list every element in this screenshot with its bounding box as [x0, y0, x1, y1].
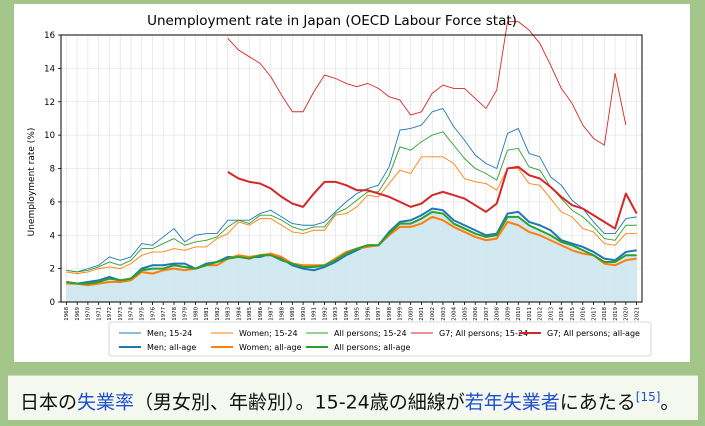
caption-text-4: 。 — [660, 391, 680, 414]
x-tick-label: 2006 — [473, 306, 479, 320]
y-tick-label: 2 — [50, 265, 55, 275]
series-line — [66, 207, 637, 285]
x-tick-label: 1976 — [150, 306, 156, 320]
x-tick-label: 2015 — [570, 307, 576, 321]
legend-label: Women; 15-24 — [239, 329, 298, 338]
x-tick-label: 1991 — [312, 307, 318, 321]
x-tick-label: 1988 — [279, 306, 285, 320]
x-tick-label: 1978 — [172, 306, 178, 320]
y-tick-label: 4 — [50, 231, 55, 241]
legend-box — [108, 321, 652, 357]
series-line — [66, 210, 637, 285]
unemployment-rate-link[interactable]: 失業率 — [77, 391, 135, 414]
x-tick-label: 2014 — [559, 306, 565, 320]
x-tick-label: 2002 — [430, 307, 436, 321]
x-tick-label: 2007 — [484, 307, 490, 321]
series-line — [227, 21, 627, 146]
x-tick-label: 2004 — [452, 306, 458, 320]
legend: Men; 15-24 Women; 15-24 All persons; 15-24… — [108, 321, 652, 357]
x-tick-label: 1990 — [301, 306, 307, 320]
x-tick-label: 1971 — [96, 307, 102, 321]
x-tick-label: 1997 — [376, 307, 382, 321]
x-tick-label: 2019 — [613, 306, 619, 320]
y-axis-label: Unemployment rate (%) — [27, 128, 37, 237]
x-tick-label: 1977 — [161, 307, 167, 321]
caption-text-1: 日本の — [20, 391, 78, 414]
x-tick-label: 1998 — [387, 306, 393, 320]
x-tick-label: 2005 — [462, 307, 468, 321]
legend-label: All persons; 15-24 — [334, 329, 407, 338]
y-tick-label: 0 — [50, 298, 55, 308]
x-tick-label: 2008 — [495, 306, 501, 320]
x-tick-label: 1968 — [64, 306, 70, 320]
x-tick-label: 2009 — [505, 306, 511, 320]
caption-text-2: （男女別、年齢別）。15-24歳の細線が — [134, 391, 465, 414]
x-tick-label: 1983 — [226, 307, 232, 321]
x-tick-label: 1969 — [75, 306, 81, 320]
area-fill — [66, 211, 637, 302]
x-tick-label: 1979 — [183, 306, 189, 320]
x-tick-label: 1999 — [398, 306, 404, 320]
x-tick-label: 1972 — [107, 307, 113, 321]
x-tick-label: 1987 — [269, 307, 275, 321]
x-tick-label: 1982 — [215, 307, 221, 321]
x-tick-label: 1980 — [193, 306, 199, 320]
x-tick-label: 2017 — [591, 307, 597, 321]
x-tick-label: 2001 — [419, 307, 425, 321]
x-tick-label: 1981 — [204, 307, 210, 321]
x-tick-label: 1995 — [355, 307, 361, 321]
series-lines — [66, 21, 638, 287]
series-line — [66, 131, 637, 273]
x-tick-label: 1989 — [290, 306, 296, 320]
x-tick-label: 1975 — [139, 307, 145, 321]
y-tick-label: 10 — [44, 131, 55, 141]
x-tick-label: 2013 — [548, 307, 554, 321]
x-tick-label: 2021 — [634, 307, 640, 321]
legend-label: Women; all-age — [239, 343, 302, 352]
x-tick-label: 2011 — [527, 307, 533, 321]
legend-label: Men; 15-24 — [147, 329, 192, 338]
y-tick-label: 8 — [50, 165, 55, 175]
figure-caption: 日本の失業率（男女別、年齢別）。15-24歳の細線が若年失業者にあたる[15]。 — [20, 382, 679, 417]
legend-label: Men; all-age — [147, 343, 196, 352]
x-tick-label: 1973 — [118, 307, 124, 321]
x-tick-label: 1986 — [258, 306, 264, 320]
y-tick-label: 6 — [50, 198, 55, 208]
y-tick-label: 12 — [44, 98, 55, 108]
area-under-all-persons — [66, 211, 637, 302]
series-line — [66, 107, 637, 273]
caption-text-3: にあたる — [559, 391, 636, 414]
x-tick-label: 1974 — [129, 306, 135, 320]
legend-label: G7; All persons; 15-24 — [439, 329, 528, 338]
legend-label: All persons; all-age — [334, 343, 411, 352]
x-tick-label: 1996 — [365, 306, 371, 320]
x-tick-label: 1994 — [344, 306, 350, 320]
x-tick-label: 1970 — [86, 306, 92, 320]
axis-ticks: 0 2 4 6 8 10 12 14 16 1968 1969 1970 1971 1972 1973 197… — [44, 31, 640, 321]
series-line — [227, 165, 638, 230]
y-tick-label: 14 — [44, 64, 55, 74]
x-tick-label: 2000 — [408, 306, 414, 320]
chart-panel: 0 2 4 6 8 10 12 14 16 1968 1969 1970 1971 1972 1973 197… — [14, 4, 690, 362]
x-tick-label: 2018 — [602, 306, 608, 320]
youth-unemployment-link[interactable]: 若年失業者 — [464, 391, 560, 414]
x-tick-label: 1984 — [236, 306, 242, 320]
x-tick-label: 2012 — [538, 307, 544, 321]
x-tick-label: 2010 — [516, 306, 522, 320]
reference-link[interactable]: [15] — [635, 390, 661, 404]
x-tick-label: 2020 — [624, 306, 630, 320]
legend-label: G7; All persons; all-age — [547, 329, 640, 338]
x-tick-label: 2003 — [441, 307, 447, 321]
x-tick-label: 2016 — [581, 306, 587, 320]
chart-title: Unemployment rate in Japan (OECD Labour … — [147, 13, 517, 29]
series-line — [66, 156, 637, 275]
x-tick-label: 1993 — [333, 307, 339, 321]
x-tick-label: 1992 — [322, 307, 328, 321]
unemployment-chart: 0 2 4 6 8 10 12 14 16 1968 1969 1970 1971 1972 1973 197… — [27, 13, 652, 357]
y-tick-label: 16 — [44, 31, 55, 41]
x-tick-label: 1985 — [247, 307, 253, 321]
caption-bar: 日本の失業率（男女別、年齢別）。15-24歳の細線が若年失業者にあたる[15]。 — [8, 375, 698, 420]
